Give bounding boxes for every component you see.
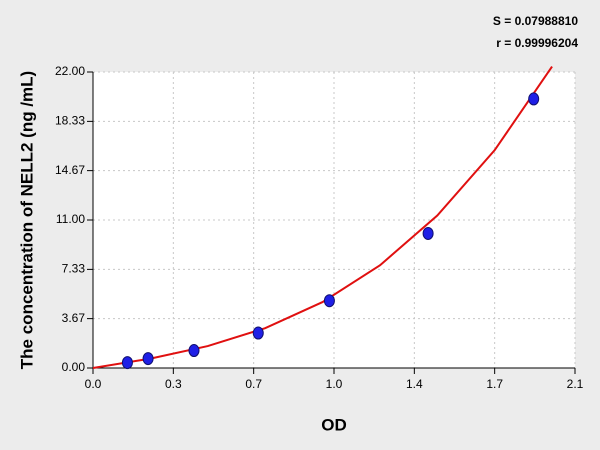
data-point (422, 226, 434, 240)
data-point (121, 356, 133, 370)
y-tick-label: 3.67 (62, 311, 86, 325)
annotation: S = 0.07988810 (493, 14, 578, 28)
y-tick-label: 11.00 (56, 212, 85, 226)
y-tick-label: 14.67 (55, 163, 85, 177)
x-tick-label: 0.3 (165, 377, 182, 391)
x-tick-label: 1.4 (406, 377, 423, 391)
y-tick-label: 7.33 (62, 262, 86, 276)
data-point (142, 352, 154, 366)
fit-curve (92, 66, 553, 369)
y-axis-label: The concentration of NELL2 (ng /mL) (17, 71, 36, 369)
y-tick-label: 0.00 (62, 360, 86, 374)
x-tick-label: 1.0 (326, 377, 343, 391)
data-point (528, 92, 540, 106)
y-tick-label: 22.00 (55, 64, 85, 78)
x-tick-label: 0.0 (85, 377, 102, 391)
x-tick-label: 2.1 (567, 377, 584, 391)
x-tick-label: 0.7 (245, 377, 262, 391)
x-tick-label: 1.7 (486, 377, 503, 391)
data-point (252, 326, 264, 340)
data-point (188, 344, 200, 358)
y-tick-label: 18.33 (55, 114, 85, 128)
data-point (323, 294, 335, 308)
x-axis-label: OD (321, 415, 347, 434)
annotation: r = 0.99996204 (496, 36, 578, 50)
